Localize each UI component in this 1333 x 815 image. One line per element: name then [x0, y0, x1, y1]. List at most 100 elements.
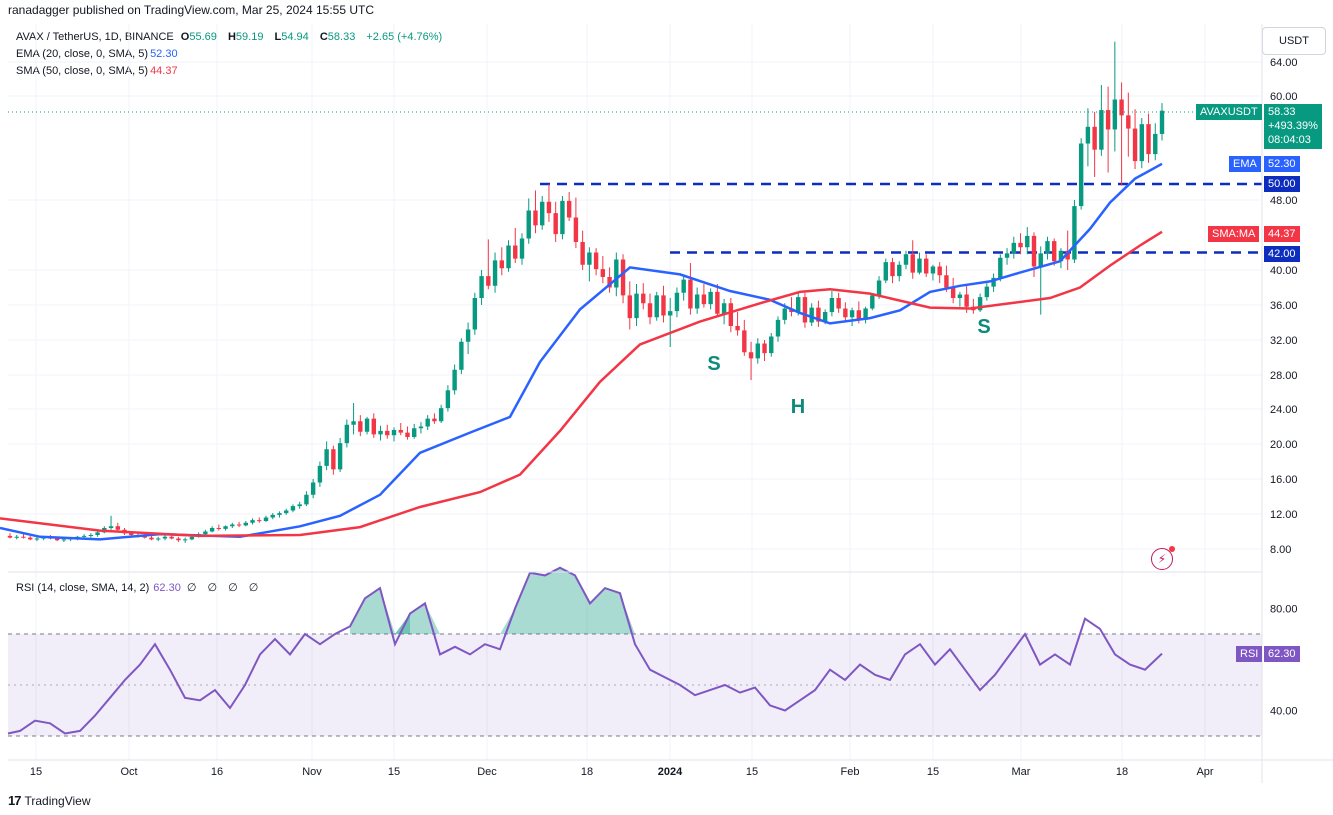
candle-body: [937, 266, 942, 276]
candle-body: [115, 526, 120, 530]
candle-body: [708, 291, 713, 305]
candle-body: [236, 524, 242, 526]
candle-body: [425, 418, 430, 427]
y-tick-label: 40.00: [1270, 265, 1298, 277]
candle-body: [553, 213, 558, 235]
footer-brand[interactable]: 17 TradingView: [8, 793, 91, 808]
sma-tag-label: SMA:MA: [1208, 226, 1260, 242]
rsi-line: [7, 566, 1163, 735]
x-tick-label: 15: [30, 766, 42, 778]
y-tick-label: 36.00: [1270, 300, 1298, 312]
candle-body: [775, 319, 781, 337]
candle-body: [694, 294, 700, 309]
candle-body: [863, 308, 868, 320]
candle-body: [1126, 115, 1131, 129]
candle-body: [1052, 241, 1057, 262]
candle-body: [270, 514, 275, 518]
candle-body: [169, 536, 174, 539]
candle-body: [641, 293, 646, 304]
candle-body: [546, 201, 552, 214]
y-tick-label: 20.00: [1270, 439, 1298, 451]
candle-body: [364, 418, 370, 432]
candle-body: [209, 528, 215, 532]
candle-body: [957, 294, 963, 298]
candle-body: [61, 539, 67, 541]
candle-body: [1018, 242, 1023, 248]
level-tag-42: 42.00: [1264, 246, 1300, 262]
candle-body: [344, 424, 350, 444]
candle-body: [1119, 99, 1124, 116]
ema-legend-value: 52.30: [150, 48, 178, 60]
publish-header: ranadagger published on TradingView.com,…: [8, 3, 375, 17]
candle-body: [257, 520, 262, 522]
candle-body: [398, 430, 403, 433]
candle-body: [816, 307, 821, 322]
y-tick-label: 16.00: [1270, 474, 1298, 486]
candle-body: [189, 536, 195, 540]
candle-body: [1038, 253, 1043, 267]
x-tick-label: 2024: [658, 766, 683, 778]
candle-body: [337, 443, 343, 470]
open-value: 55.69: [189, 31, 217, 43]
currency-unit-button[interactable]: USDT: [1262, 27, 1326, 55]
candle-body: [459, 341, 464, 370]
candle-body: [81, 535, 87, 537]
close-value: 58.33: [327, 31, 356, 43]
candle-body: [506, 245, 511, 269]
candle-body: [34, 538, 40, 540]
pattern-label: S: [977, 316, 990, 338]
candle-body: [634, 293, 639, 319]
candle-body: [385, 430, 390, 436]
candle-body: [297, 504, 302, 507]
alert-bolt-icon[interactable]: ⚡: [1151, 546, 1175, 570]
y-tick-label: 8.00: [1270, 544, 1291, 556]
candle-body: [230, 524, 235, 527]
candle-body: [263, 517, 269, 521]
candle-body: [977, 297, 983, 311]
candle-body: [748, 352, 754, 359]
candle-body: [573, 217, 579, 242]
ema-tag-value: 52.30: [1264, 156, 1300, 172]
candle-body: [149, 537, 154, 540]
rsi-tick-label: 80.00: [1270, 604, 1298, 616]
candle-body: [1112, 99, 1118, 130]
candle-body: [944, 275, 949, 288]
candle-body: [1139, 124, 1144, 162]
candle-body: [924, 258, 929, 274]
candle-body: [647, 303, 653, 318]
candle-body: [317, 465, 323, 483]
candle-body: [284, 510, 289, 514]
candle-body: [620, 259, 626, 296]
candle-body: [1011, 242, 1016, 254]
candle-body: [391, 430, 397, 436]
candle-body: [1092, 126, 1097, 150]
candle-body: [250, 520, 255, 523]
candle-body: [674, 292, 680, 312]
candle-body: [418, 426, 424, 429]
rsi-legend[interactable]: RSI (14, close, SMA, 14, 2) 62.30 ∅ ∅ ∅ ∅: [16, 582, 263, 594]
candle-body: [223, 526, 228, 529]
candle-body: [1065, 250, 1070, 260]
candle-body: [203, 531, 208, 535]
candle-body: [1078, 143, 1084, 207]
rsi-band: [8, 634, 1262, 736]
x-tick-label: 15: [927, 766, 939, 778]
candle-body: [1099, 110, 1104, 150]
sma-legend[interactable]: SMA (50, close, 0, SMA, 5) 44.37: [16, 65, 178, 77]
ema-legend[interactable]: EMA (20, close, 0, SMA, 5) 52.30: [16, 48, 178, 60]
candle-body: [654, 295, 659, 318]
candle-body: [681, 279, 686, 293]
candle-body: [351, 421, 356, 425]
symbol-name[interactable]: AVAX / TetherUS, 1D, BINANCE: [16, 31, 174, 43]
candle-body: [108, 526, 114, 528]
candle-body: [715, 291, 720, 314]
change-pct: +493.39%: [1268, 120, 1318, 132]
rsi-tag-label: RSI: [1236, 646, 1263, 662]
candle-body: [917, 258, 922, 273]
candle-body: [910, 254, 915, 273]
rsi-overbought-fill: [395, 603, 440, 634]
candle-body: [371, 418, 376, 435]
candle-body: [176, 538, 181, 541]
candle-body: [1031, 235, 1037, 267]
